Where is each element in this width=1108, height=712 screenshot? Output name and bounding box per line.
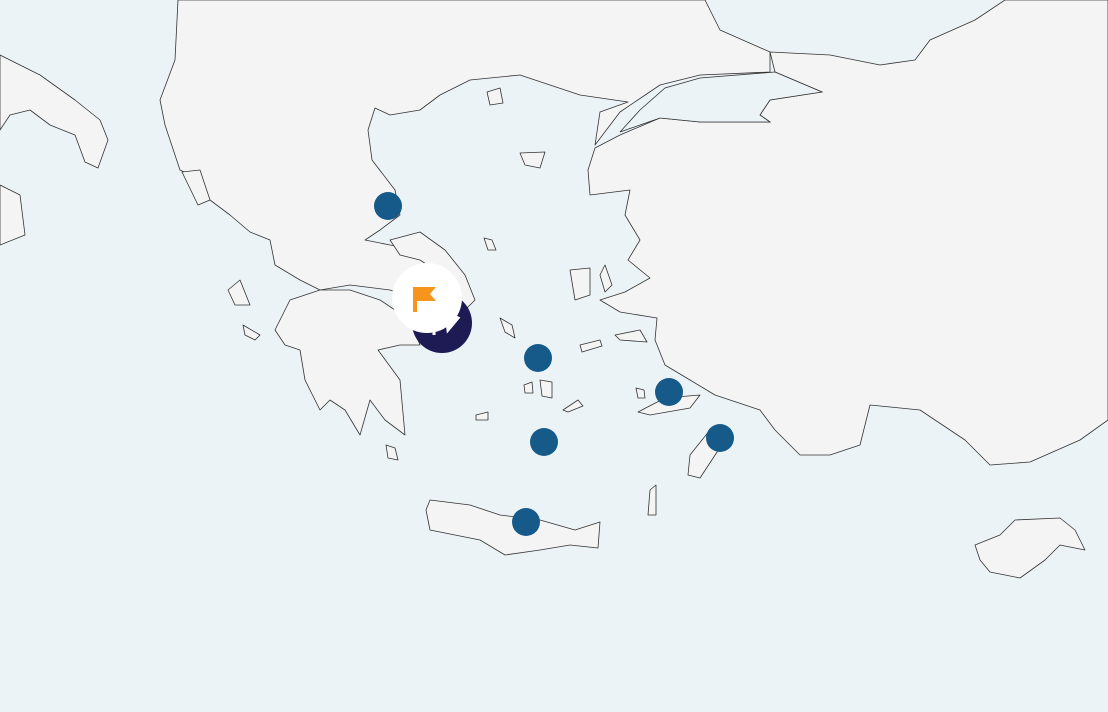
island-leros [635,387,646,399]
location-marker[interactable] [524,344,552,372]
location-marker[interactable] [706,424,734,452]
island-chios [599,264,613,293]
island-skyros [483,237,497,251]
land-italy [0,54,109,169]
land-turkey [587,0,1108,466]
island-andros [499,317,516,339]
island-naxos [539,379,553,399]
island-corfu [181,169,211,206]
land-euboea [389,231,476,311]
island-samos [614,329,648,343]
island-karpathos [647,484,657,516]
land-peloponnese [274,289,421,436]
location-marker[interactable] [512,508,540,536]
island-cephalonia [227,279,251,306]
island-amorgos [579,339,603,353]
island-lemnos [519,151,546,169]
island-lesbos [569,267,591,301]
markers-layer [374,192,734,536]
land-sicily [0,184,26,246]
flag-badge[interactable] [392,263,462,335]
location-marker[interactable] [655,378,683,406]
land-cyprus [974,517,1086,579]
island-zakynthos [242,324,261,341]
land-layer [0,0,1108,579]
island-thasos [486,87,504,106]
sea-marmara [619,71,824,133]
island-paros [523,381,534,394]
location-marker[interactable] [530,428,558,456]
location-marker[interactable] [374,192,402,220]
island-kythira [385,444,399,461]
island-santorini [562,399,584,413]
island-milos [475,411,489,421]
flag-icon [413,287,436,312]
land-balkans [159,0,771,311]
